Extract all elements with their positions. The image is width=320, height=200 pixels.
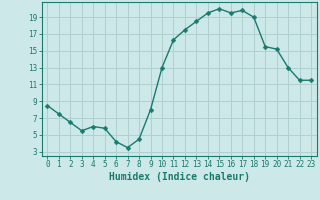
X-axis label: Humidex (Indice chaleur): Humidex (Indice chaleur) [109, 172, 250, 182]
